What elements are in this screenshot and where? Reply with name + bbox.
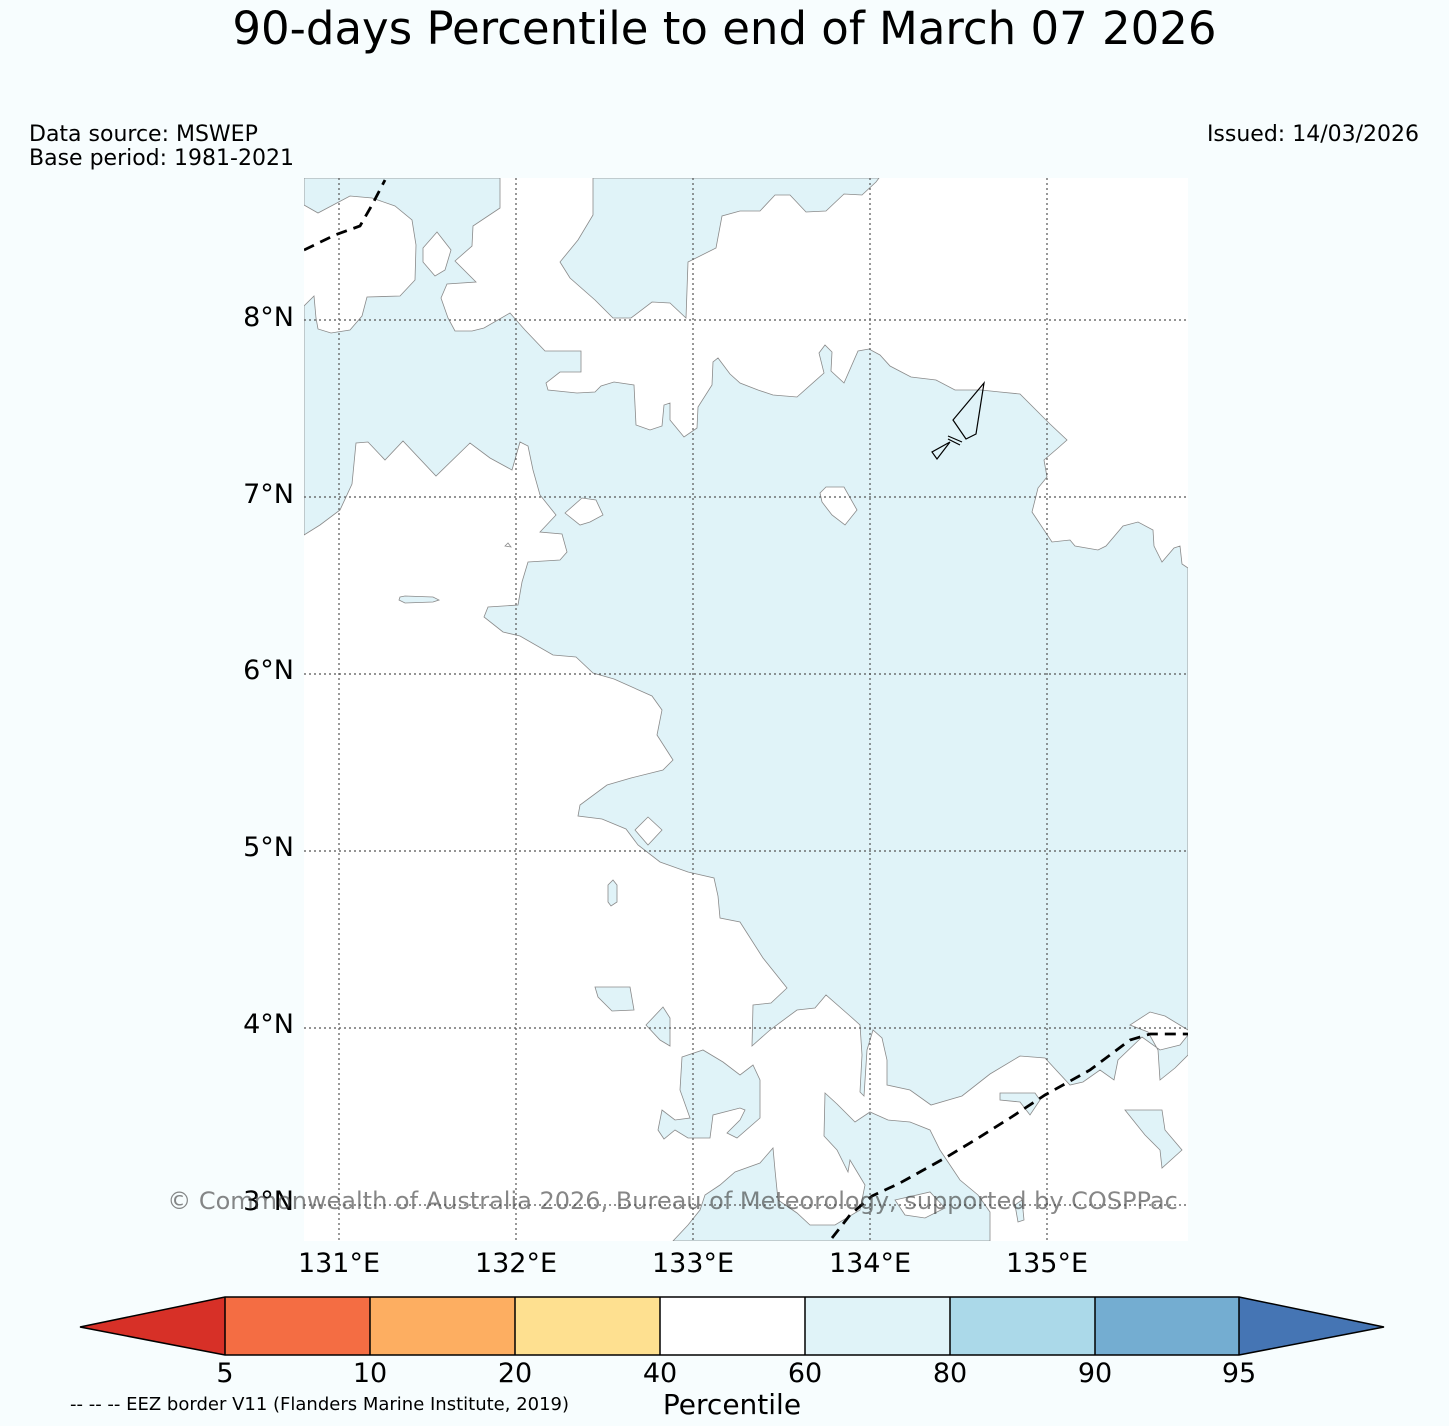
white-hole-4 xyxy=(422,231,452,277)
colorbar-bin-20-40 xyxy=(515,1297,660,1355)
copyright-notice: © Commonwealth of Australia 2026, Bureau… xyxy=(167,1187,1178,1215)
lon-label-133e: 133°E xyxy=(651,1248,735,1279)
lat-label-4n: 4°N xyxy=(243,1009,294,1040)
data-source-label: Data source: MSWEP xyxy=(29,122,258,147)
lon-label-134e: 134°E xyxy=(828,1248,912,1279)
colorbar-title: Percentile xyxy=(662,1388,802,1421)
colorbar-tick-20: 20 xyxy=(497,1358,533,1389)
colorbar-tick-60: 60 xyxy=(787,1358,823,1389)
percentile-patch-3 xyxy=(607,879,618,907)
percentile-region-main xyxy=(304,178,1188,1106)
lon-label-131e: 131°E xyxy=(297,1248,381,1279)
lat-label-7n: 7°N xyxy=(243,479,294,510)
lon-label-132e: 132°E xyxy=(474,1248,558,1279)
white-hole-3 xyxy=(634,816,663,846)
percentile-region-north xyxy=(559,178,880,319)
percentile-patch-1 xyxy=(594,986,635,1012)
colorbar-bin-60-80 xyxy=(805,1297,950,1355)
colorbar-tick-10: 10 xyxy=(352,1358,388,1389)
percentile-patch-8 xyxy=(1124,1109,1183,1169)
colorbar-tick-95: 95 xyxy=(1221,1358,1257,1389)
gridlines xyxy=(304,178,1188,1241)
colorbar-tick-5: 5 xyxy=(216,1358,234,1389)
issued-date-label: Issued: 14/03/2026 xyxy=(1206,122,1419,147)
lat-label-3n: 3°N xyxy=(243,1186,294,1217)
percentile-patch-5 xyxy=(657,1049,761,1140)
colorbar-tick-90: 90 xyxy=(1077,1358,1113,1389)
colorbar-bin-90-95 xyxy=(1095,1297,1239,1355)
lon-label-135e: 135°E xyxy=(1005,1248,1089,1279)
lat-label-6n: 6°N xyxy=(243,655,294,686)
colorbar-extend-low xyxy=(80,1297,225,1355)
percentile-patch-4 xyxy=(398,595,441,604)
lat-label-5n: 5°N xyxy=(243,832,294,863)
white-hole-5 xyxy=(504,542,512,548)
colorbar-bin-10-20 xyxy=(370,1297,515,1355)
percentile-patch-7 xyxy=(999,1092,1041,1116)
colorbar-tick-80: 80 xyxy=(932,1358,968,1389)
colorbar-extend-high xyxy=(1239,1297,1384,1355)
map-title: 90-days Percentile to end of March 07 20… xyxy=(232,2,1217,55)
percentile-patch-2 xyxy=(645,1006,671,1047)
colorbar-bin-40-60 xyxy=(660,1297,805,1355)
island-outline xyxy=(931,380,985,461)
colorbar-bin-5-10 xyxy=(225,1297,370,1355)
percentile-patch-9 xyxy=(1014,1199,1025,1223)
eez-border xyxy=(304,179,1188,1239)
eez-legend-note: -- -- -- EEZ border V11 (Flanders Marine… xyxy=(70,1394,570,1415)
colorbar xyxy=(79,1296,1385,1356)
base-period-label: Base period: 1981-2021 xyxy=(29,146,294,171)
colorbar-tick-40: 40 xyxy=(642,1358,678,1389)
white-hole-1 xyxy=(564,497,604,526)
colorbar-bin-80-90 xyxy=(950,1297,1095,1355)
lat-label-8n: 8°N xyxy=(243,302,294,333)
